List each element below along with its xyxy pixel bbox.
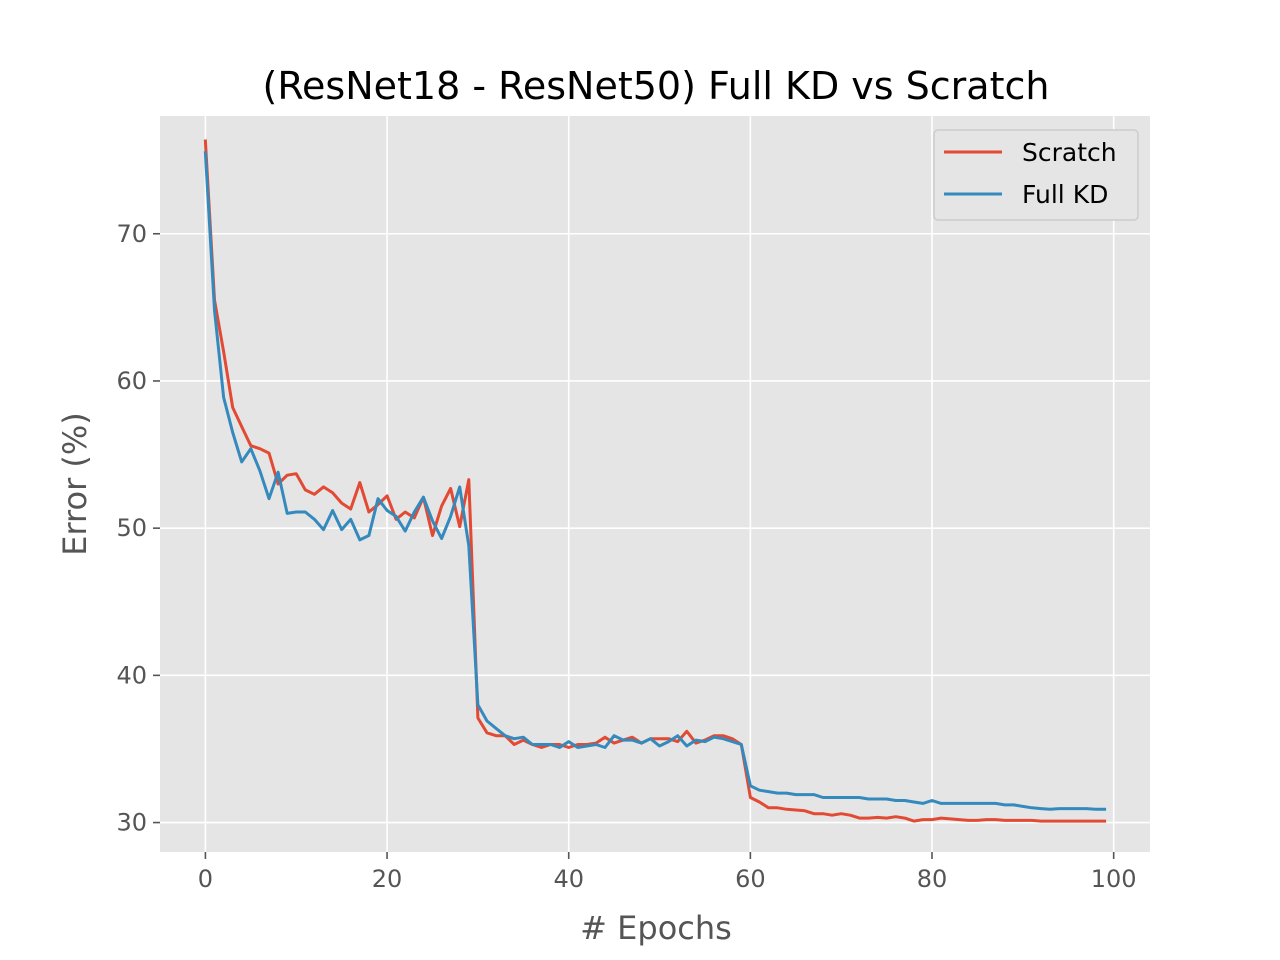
chart-title: (ResNet18 - ResNet50) Full KD vs Scratch <box>263 64 1050 108</box>
x-tick-label: 80 <box>917 865 948 893</box>
x-tick-label: 0 <box>198 865 213 893</box>
y-axis-ticks: 30 40 50 60 70 <box>116 220 160 837</box>
y-tick-label: 50 <box>116 514 147 542</box>
x-tick-label: 40 <box>553 865 584 893</box>
y-tick-label: 30 <box>116 809 147 837</box>
series-lines <box>203 139 1107 823</box>
y-axis-label: Error (%) <box>56 412 94 556</box>
series-line-scratch <box>203 139 1107 823</box>
plot-area <box>160 116 1150 852</box>
x-tick-label: 100 <box>1091 865 1137 893</box>
legend: Scratch Full KD <box>933 129 1139 221</box>
legend-label-full-kd: Full KD <box>1022 180 1108 209</box>
x-tick-label: 60 <box>735 865 766 893</box>
x-axis-ticks: 0 20 40 60 80 100 <box>198 852 1137 893</box>
x-axis-label: # Epochs <box>580 909 732 947</box>
x-tick-label: 20 <box>372 865 403 893</box>
legend-label-scratch: Scratch <box>1022 138 1117 167</box>
y-tick-label: 40 <box>116 661 147 689</box>
series-line-full-kd <box>203 151 1107 811</box>
y-tick-label: 60 <box>116 367 147 395</box>
y-tick-label: 70 <box>116 220 147 248</box>
